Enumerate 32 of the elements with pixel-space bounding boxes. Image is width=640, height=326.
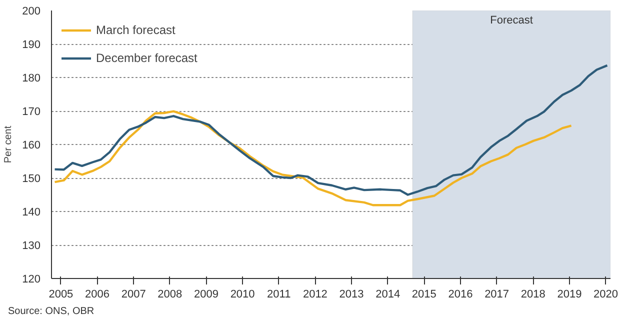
line-series — [54, 110, 572, 206]
x-tick-label: 2017 — [484, 288, 510, 300]
band-label: Forecast — [490, 14, 533, 26]
line-series — [54, 64, 608, 196]
x-tick-label: 2013 — [339, 288, 364, 300]
x-tick-label: 2009 — [194, 288, 218, 300]
y-axis-title: Per cent — [3, 126, 14, 164]
x-tick-label: 2016 — [448, 288, 473, 300]
x-tick-label: 2012 — [302, 288, 328, 300]
y-tick-label: 130 — [22, 240, 41, 252]
source-note: Source: ONS, OBR — [8, 305, 94, 319]
y-tick-label: 180 — [22, 72, 41, 84]
x-tick-label: 2020 — [594, 288, 618, 300]
legend-label: December forecast — [96, 51, 198, 65]
x-tick-label: 2015 — [412, 288, 436, 300]
x-tick-label: 2010 — [230, 288, 255, 300]
legend-label: March forecast — [96, 23, 176, 37]
x-tick-label: 2019 — [557, 288, 582, 300]
y-tick-label: 200 — [22, 6, 41, 18]
y-tick-label: 140 — [22, 206, 41, 218]
x-tick-label: 2006 — [85, 288, 110, 300]
x-tick-label: 2005 — [48, 288, 74, 300]
x-tick-label: 2008 — [158, 288, 182, 300]
y-tick-label: 150 — [22, 173, 41, 185]
x-tick-label: 2007 — [121, 288, 146, 300]
y-tick-label: 190 — [22, 39, 41, 51]
x-tick-label: 2011 — [267, 288, 291, 300]
y-tick-label: 120 — [22, 274, 41, 286]
x-tick-label: 2018 — [520, 288, 546, 300]
y-tick-label: 170 — [22, 106, 41, 118]
y-tick-label: 160 — [22, 140, 41, 152]
x-tick-label: 2014 — [376, 288, 400, 300]
